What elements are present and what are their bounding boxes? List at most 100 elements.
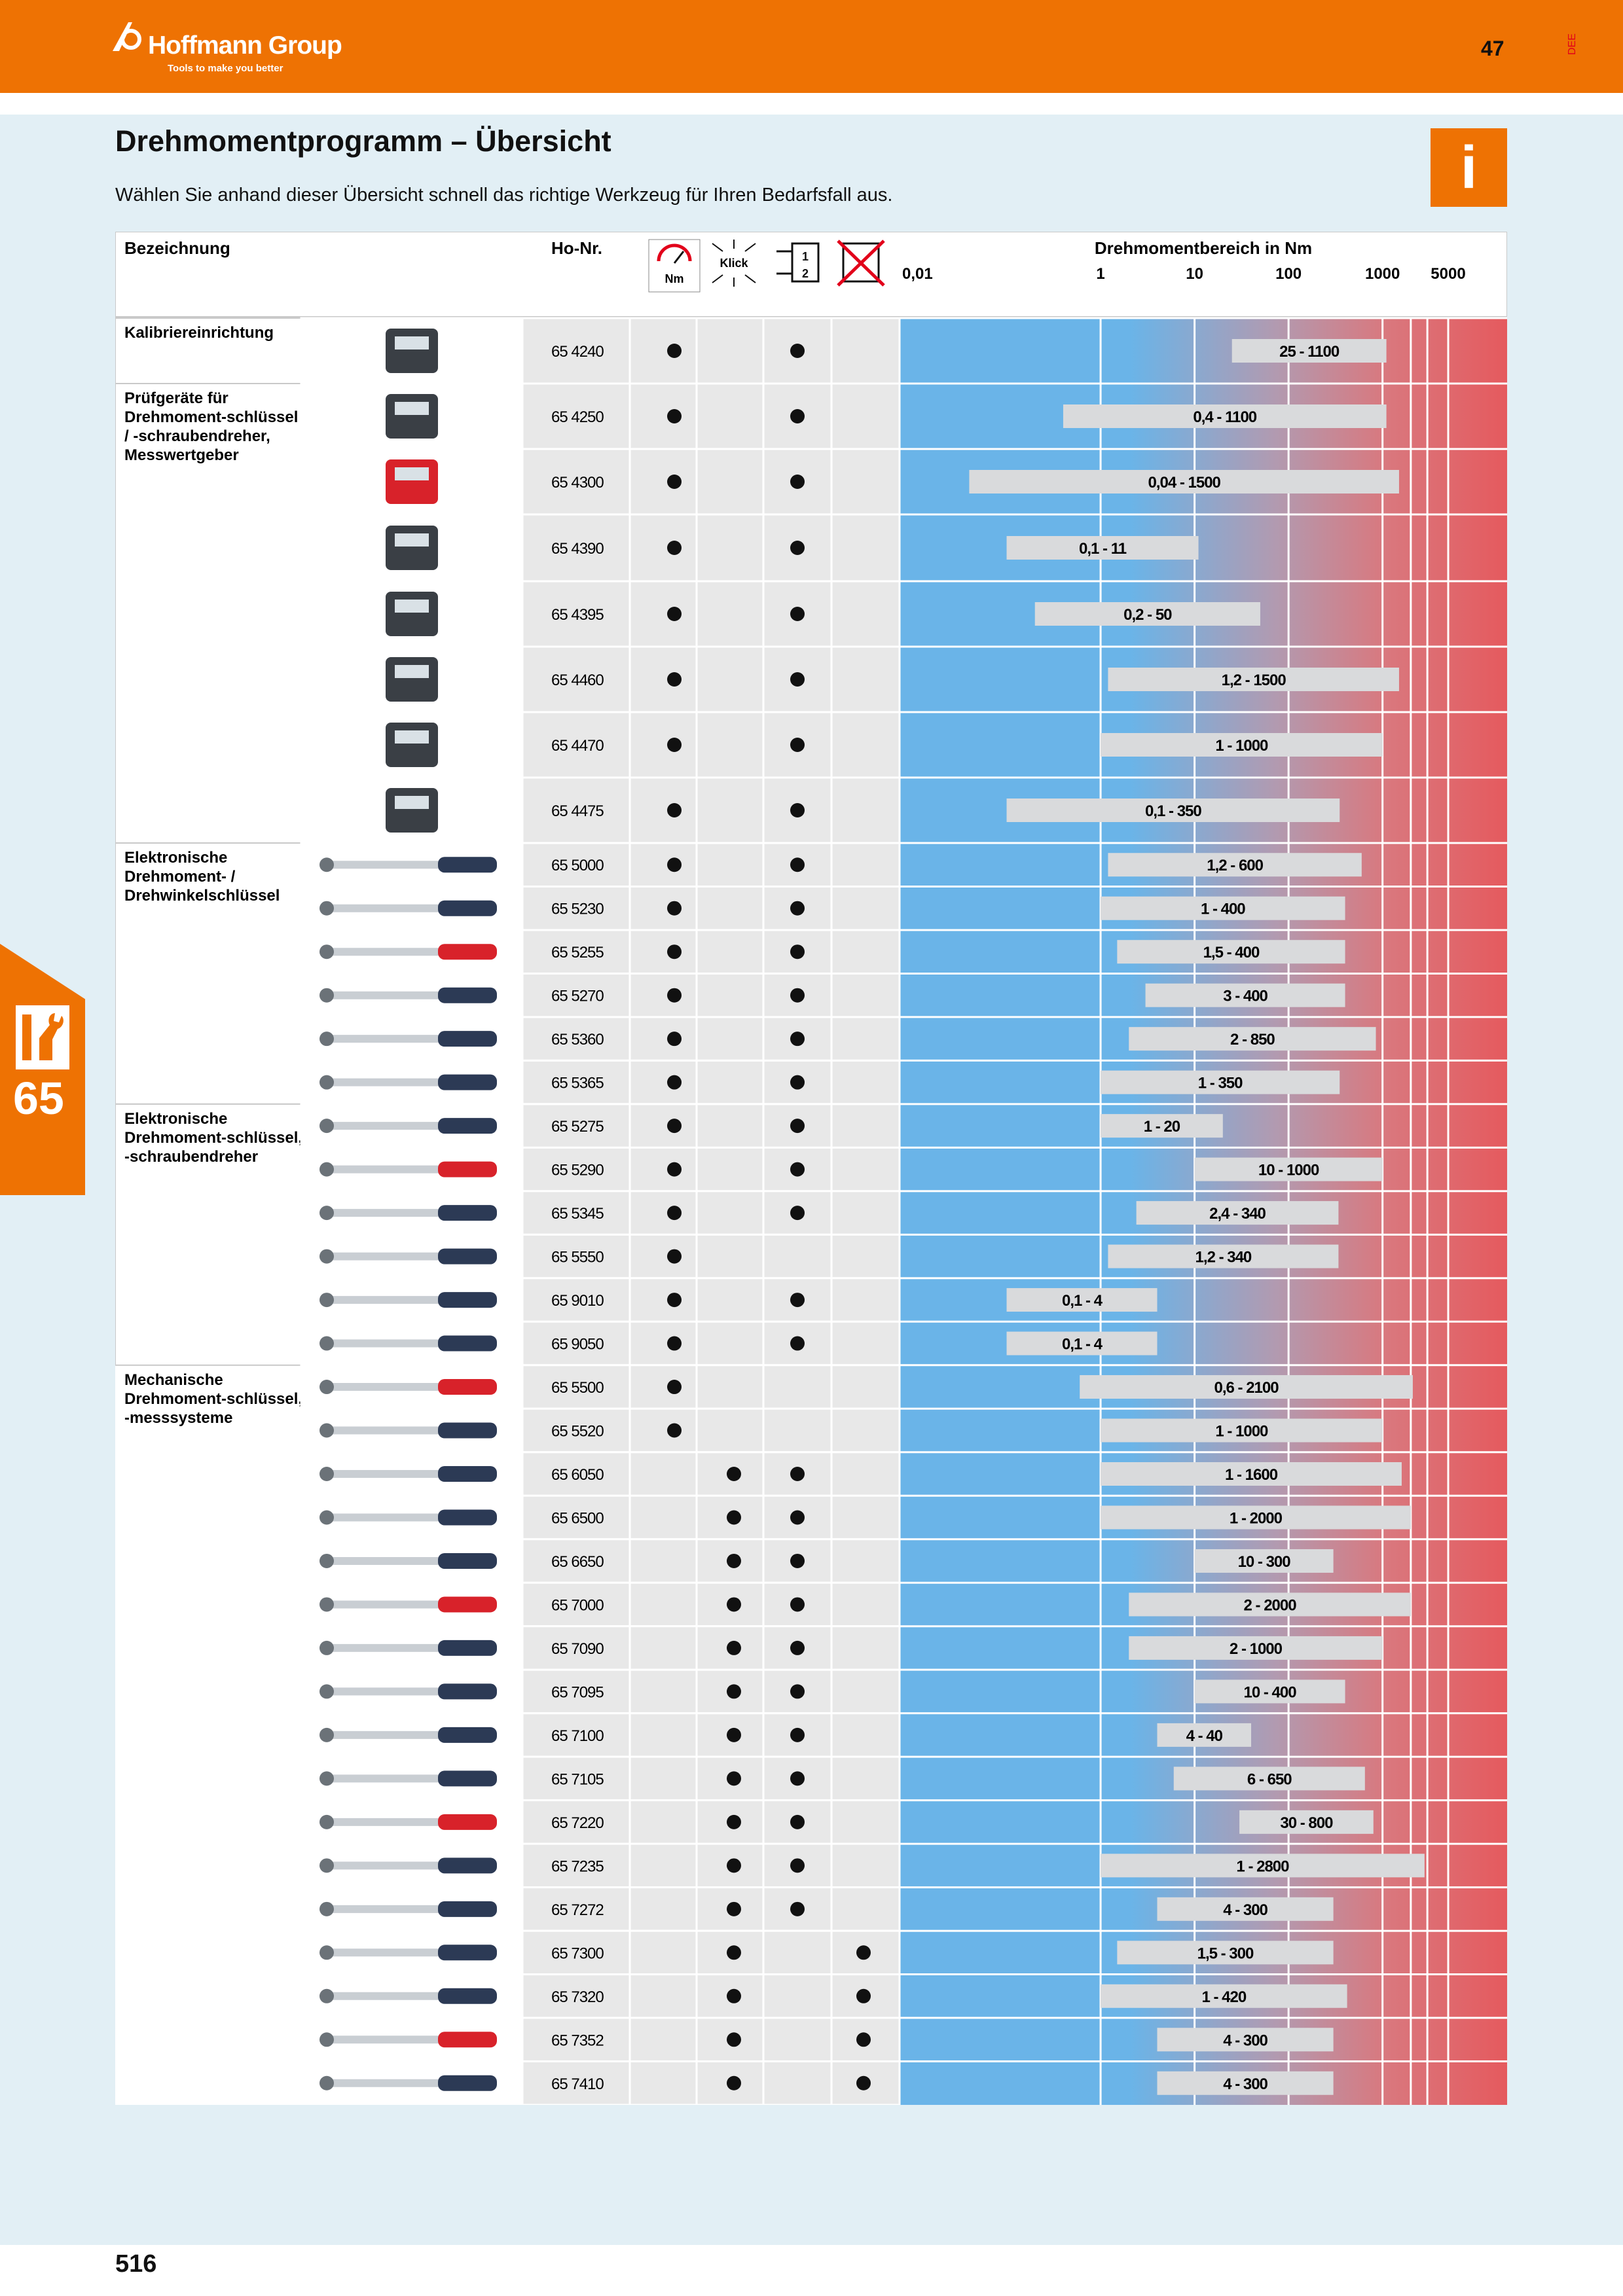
feature-dot <box>790 1553 805 1568</box>
range-bar <box>1136 1201 1339 1225</box>
logo-slogan: Tools to make you better <box>168 63 283 74</box>
torque-overview-table: Kalibriereinrichtung Prüfgeräte für Drehmo… <box>115 232 1507 2105</box>
range-bar <box>1157 2028 1334 2052</box>
product-number: 65 6650 <box>551 1553 604 1571</box>
product-thumbnail <box>386 394 438 439</box>
group-label: Prüfgeräte für Drehmoment-schlüssel / -sch… <box>124 389 298 464</box>
product-number: 65 5230 <box>551 901 604 918</box>
feature-dot <box>790 1510 805 1525</box>
click-icon: Klick <box>712 240 756 287</box>
product-thumbnail <box>319 1205 497 1221</box>
feature-dot <box>667 803 682 817</box>
range-label: 0,4 - 1100 <box>1193 408 1256 426</box>
product-number: 65 7095 <box>551 1683 604 1701</box>
range-label: 1,5 - 300 <box>1197 1945 1254 1962</box>
nm-icon-label: Nm <box>665 272 684 285</box>
product-number: 65 7272 <box>551 1901 604 1919</box>
info-icon-letter: i <box>1460 134 1478 201</box>
feature-dot <box>790 1119 805 1134</box>
range-bar <box>1231 339 1387 363</box>
feature-dot <box>790 1814 805 1829</box>
range-bar <box>1145 983 1345 1007</box>
range-bar <box>1129 1636 1383 1660</box>
range-bar <box>1108 853 1362 877</box>
axis-tick-label: 0,01 <box>902 265 933 283</box>
header-range: Drehmomentbereich in Nm <box>1095 238 1312 258</box>
range-label: 2 - 850 <box>1230 1031 1275 1049</box>
product-thumbnail <box>319 944 497 960</box>
product-thumbnail <box>319 1814 497 1830</box>
range-label: 1 - 420 <box>1201 1988 1246 2006</box>
product-thumbnail <box>319 1031 497 1047</box>
range-bar <box>1157 1897 1334 1921</box>
feature-dot <box>667 541 682 555</box>
product-thumbnail <box>319 1596 497 1613</box>
feature-dot <box>667 944 682 960</box>
range-label: 4 - 300 <box>1223 2032 1267 2049</box>
feature-dot <box>727 1467 741 1481</box>
product-thumbnail <box>319 987 497 1003</box>
range-label: 1 - 1000 <box>1215 1423 1268 1441</box>
product-number: 65 7100 <box>551 1727 604 1745</box>
no-adjust-icon <box>837 240 885 287</box>
feature-dot <box>667 1119 682 1134</box>
product-number: 65 4390 <box>551 540 604 558</box>
range-bar <box>1239 1810 1374 1834</box>
hoffmann-logo-icon <box>113 22 141 51</box>
torque-wrench-icon <box>16 1005 69 1069</box>
page-number-bottom: 516 <box>115 2250 157 2278</box>
product-thumbnail <box>386 723 438 767</box>
feature-dot <box>790 1336 805 1351</box>
feature-dot <box>790 738 805 752</box>
range-label: 2 - 2000 <box>1244 1596 1297 1614</box>
product-thumbnail <box>319 857 497 873</box>
range-label: 0,04 - 1500 <box>1148 474 1220 492</box>
feature-dot <box>790 409 805 423</box>
range-label: 2 - 1000 <box>1230 1640 1283 1658</box>
product-number: 65 5000 <box>551 857 604 874</box>
range-bar <box>1034 602 1260 626</box>
feature-dot <box>727 1684 741 1699</box>
range-bar <box>1080 1375 1413 1399</box>
page-subtitle: Wählen Sie anhand dieser Übersicht schne… <box>115 185 893 206</box>
product-thumbnail <box>319 1945 497 1961</box>
product-thumbnail <box>319 1335 497 1352</box>
chapter-number: 65 <box>13 1073 64 1124</box>
feature-dot <box>790 1162 805 1177</box>
product-thumbnail <box>319 1379 497 1395</box>
range-bar <box>1101 1418 1383 1443</box>
axis-tick-label: 1 <box>1096 265 1104 283</box>
product-number: 65 7090 <box>551 1640 604 1658</box>
product-thumbnail <box>319 1640 497 1656</box>
axis-tick-label: 5000 <box>1431 265 1465 283</box>
product-number: 65 4470 <box>551 737 604 755</box>
feature-dot <box>727 1988 741 2003</box>
product-thumbnail <box>319 2032 497 2048</box>
range-label: 1 - 20 <box>1144 1118 1180 1136</box>
feature-dot <box>790 1640 805 1655</box>
range-label: 10 - 300 <box>1238 1553 1291 1571</box>
range-label: 1 - 1000 <box>1215 737 1268 755</box>
product-thumbnail <box>319 1248 497 1265</box>
range-bar <box>969 470 1399 493</box>
product-thumbnail <box>319 1552 497 1569</box>
feature-dot <box>790 475 805 489</box>
feature-dot <box>727 1945 741 1960</box>
product-number: 65 5360 <box>551 1031 604 1049</box>
range-bar <box>1108 1244 1339 1268</box>
range-label: 1,2 - 600 <box>1207 857 1263 874</box>
group-label: Elektronische Drehmoment-schlüssel, -schra… <box>124 1110 302 1166</box>
product-thumbnail <box>319 900 497 916</box>
feature-dot <box>790 803 805 817</box>
range-bar <box>1006 536 1199 560</box>
feature-dot <box>790 944 805 960</box>
product-thumbnail <box>386 526 438 570</box>
range-bar <box>1117 1941 1334 1965</box>
range-bar <box>1108 668 1399 691</box>
angle-display-icon: 1 2 <box>776 242 820 283</box>
feature-dot <box>790 1075 805 1090</box>
product-number: 65 5345 <box>551 1205 604 1223</box>
feature-dot <box>667 409 682 423</box>
feature-dot <box>790 607 805 621</box>
product-thumbnail <box>386 657 438 702</box>
